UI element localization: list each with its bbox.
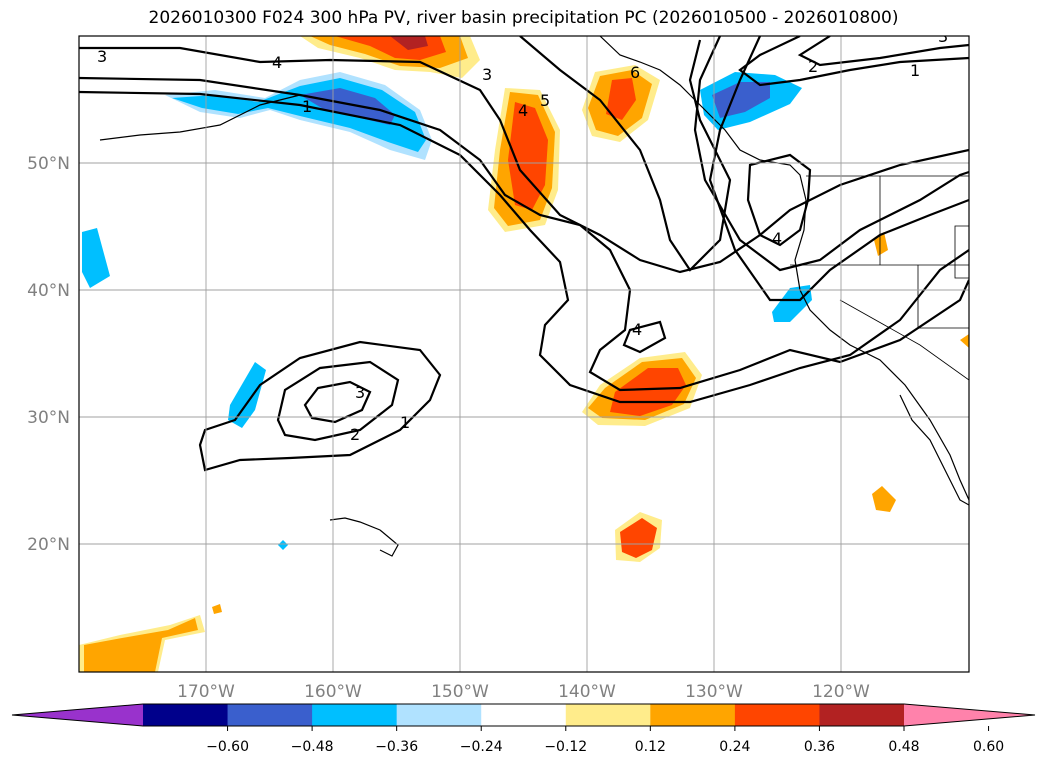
contour-label: 4 — [518, 101, 528, 120]
colorbar-tick-label: −0.60 — [206, 739, 249, 755]
positive-patch — [508, 102, 548, 210]
positive-patch — [610, 368, 686, 416]
coastlines — [99, 36, 969, 557]
colorbar-outline — [11, 703, 1036, 727]
colorbar-tick-label: −0.24 — [460, 739, 503, 755]
coastline — [329, 517, 399, 557]
colorbar-swatch — [227, 704, 313, 726]
pv-contour — [519, 36, 732, 272]
colorbar-tick-label: 0.48 — [888, 739, 919, 755]
pv-contour — [79, 90, 969, 404]
positive-patch — [960, 334, 969, 348]
contour-label: 4 — [272, 53, 282, 72]
colorbar-swatch — [650, 704, 736, 726]
lat-label: 50°N — [27, 154, 70, 174]
pv-contour — [276, 360, 400, 442]
colorbar-tick-label: −0.36 — [375, 739, 418, 755]
border — [954, 225, 969, 279]
contour-label: 1 — [910, 61, 920, 80]
pv-contour — [622, 320, 667, 354]
colorbar-tick-label: 0.60 — [973, 739, 1004, 755]
positive-patch — [390, 36, 428, 50]
contour-label: 6 — [630, 63, 640, 82]
positive-patch — [84, 618, 198, 672]
coastline — [99, 94, 301, 141]
colorbar-tick-label: −0.12 — [544, 739, 587, 755]
colorbar-swatch — [481, 704, 567, 726]
contour-labels: 3 4 1 3 5 4 6 2 1 3 4 4 3 2 1 — [97, 27, 948, 444]
pv-contour — [797, 36, 969, 67]
colorbar-swatch — [396, 704, 482, 726]
border — [917, 265, 969, 329]
colorbar: −0.60 −0.48 −0.36 −0.24 −0.12 0.12 0.24 0.36 0.4… — [11, 703, 1036, 755]
lon-label: 160°W — [304, 682, 362, 702]
contour-label: 2 — [808, 57, 818, 76]
contour-label: 4 — [772, 229, 782, 248]
contour-label: 4 — [632, 320, 642, 339]
lat-label: 30°N — [27, 408, 70, 428]
negative-patch — [278, 540, 288, 550]
pv-contour — [693, 36, 969, 272]
negative-patch — [712, 82, 770, 118]
border — [839, 299, 969, 381]
colorbar-swatch — [143, 704, 229, 726]
positive-patch — [872, 486, 896, 512]
pv-contours — [79, 36, 969, 472]
lat-label: 20°N — [27, 535, 70, 555]
colorbar-swatch — [312, 704, 398, 726]
lat-labels: 50°N 40°N 30°N 20°N — [27, 154, 70, 555]
colorbar-extend-low — [12, 704, 143, 726]
colorbar-tick-label: −0.48 — [291, 739, 334, 755]
contour-label: 3 — [482, 65, 492, 84]
colorbar-swatch — [565, 704, 651, 726]
lon-label: 150°W — [431, 682, 489, 702]
pv-contour — [746, 153, 812, 247]
pv-contour — [303, 380, 372, 424]
map-title: 2026010300 F024 300 hPa PV, river basin … — [148, 8, 899, 28]
lon-label: 120°W — [812, 682, 870, 702]
contour-label: 1 — [302, 97, 312, 116]
contour-label: 2 — [350, 425, 360, 444]
pv-contour — [738, 36, 969, 87]
positive-patch — [606, 78, 636, 120]
lon-labels: 170°W 160°W 150°W 140°W 130°W 120°W — [177, 682, 870, 702]
coastline — [599, 36, 969, 501]
lon-label: 170°W — [177, 682, 235, 702]
positive-patch — [212, 604, 222, 614]
pv-contour — [708, 36, 969, 302]
borders — [790, 175, 969, 381]
contour-label: 1 — [400, 413, 410, 432]
positive-patch — [620, 518, 657, 558]
colorbar-tick-label: 0.12 — [635, 739, 666, 755]
contour-label: 3 — [938, 27, 948, 46]
pv-contour — [79, 76, 969, 392]
colorbar-extend-high — [904, 704, 1035, 726]
pv-contour — [198, 340, 442, 472]
coastline — [899, 394, 969, 506]
lon-label: 130°W — [685, 682, 743, 702]
colorbar-tick-label: 0.36 — [804, 739, 835, 755]
negative-patch — [300, 88, 395, 125]
plot-frame — [78, 35, 970, 673]
colorbar-swatch — [734, 704, 820, 726]
lon-label: 140°W — [558, 682, 616, 702]
colorbar-tick-label: 0.24 — [719, 739, 750, 755]
negative-patch — [228, 362, 266, 428]
contour-label: 3 — [97, 47, 107, 66]
gridlines — [79, 36, 969, 672]
lat-label: 40°N — [27, 281, 70, 301]
colorbar-swatch — [819, 704, 905, 726]
contour-label: 5 — [540, 91, 550, 110]
negative-patch — [82, 228, 110, 288]
contour-label: 3 — [355, 383, 365, 402]
